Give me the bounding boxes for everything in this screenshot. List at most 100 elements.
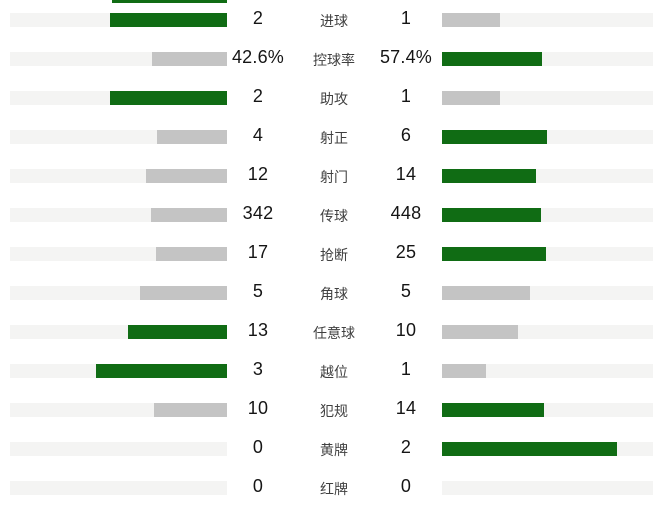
left-stat-bar [154,402,227,417]
right-bar-track [442,324,653,339]
right-stat-bar [442,51,543,66]
stat-row: 12 射门 14 [0,156,660,195]
left-stat-bar [128,324,227,339]
right-stat-bar [442,207,542,222]
right-value: 448 [390,203,422,223]
right-bar-track [442,363,653,378]
stat-row: 4 射正 6 [0,117,660,156]
left-value: 12 [247,164,269,184]
stat-label: 红牌 [320,481,348,497]
left-value: 13 [247,320,269,340]
right-stat-bar [442,129,547,144]
stat-row: 13 任意球 10 [0,312,660,351]
right-value: 14 [395,164,417,184]
left-bar-track [10,285,227,300]
left-value: 5 [252,281,264,301]
stat-row: 0 红牌 0 [0,468,660,505]
right-bar-track [442,285,653,300]
right-bar-track [442,441,653,456]
stat-row: 42.6% 控球率 57.4% [0,39,660,78]
right-value: 5 [400,281,412,301]
left-bar-track [10,51,227,66]
left-stat-bar [152,51,227,66]
right-stat-bar [442,402,545,417]
left-stat-bar [95,363,227,378]
stat-row: 17 抢断 25 [0,234,660,273]
left-stat-bar [110,12,227,27]
right-value: 14 [395,398,417,418]
right-stat-bar [442,12,501,27]
left-stat-bar [110,90,227,105]
left-bar-track [10,441,227,456]
stat-label: 进球 [320,13,348,29]
right-value: 1 [400,86,412,106]
left-value: 0 [252,476,264,496]
left-stat-bar [157,129,227,144]
left-bar-track [10,207,227,222]
stat-label: 任意球 [313,325,355,341]
left-bar-track [10,480,227,495]
stat-label: 黄牌 [320,442,348,458]
left-bar-track [10,129,227,144]
right-value: 25 [395,242,417,262]
stat-label: 助攻 [320,91,348,107]
right-bar-track [442,129,653,144]
stat-row: 0 黄牌 2 [0,429,660,468]
cropped-partial-bar [112,0,227,3]
stat-row: 342 传球 448 [0,195,660,234]
left-stat-bar [156,246,227,261]
right-value: 10 [395,320,417,340]
right-stat-bar [442,168,537,183]
right-bar-track [442,480,653,495]
left-value: 3 [252,359,264,379]
left-value: 2 [252,86,264,106]
stat-label: 角球 [320,286,348,302]
left-value: 2 [252,8,264,28]
left-stat-bar [139,285,227,300]
right-stat-bar [442,363,486,378]
left-value: 342 [242,203,274,223]
left-bar-track [10,402,227,417]
left-bar-track [10,12,227,27]
left-bar-track [10,90,227,105]
right-bar-track [442,402,653,417]
left-bar-track [10,168,227,183]
stat-label: 越位 [320,364,348,380]
right-value: 57.4% [379,47,433,67]
stat-row: 2 助攻 1 [0,78,660,117]
stat-label: 射门 [320,169,348,185]
left-value: 0 [252,437,264,457]
stat-row: 10 犯规 14 [0,390,660,429]
right-value: 1 [400,8,412,28]
stat-label: 控球率 [313,52,355,68]
right-bar-track [442,168,653,183]
right-value: 6 [400,125,412,145]
left-stat-bar [146,168,227,183]
left-value: 10 [247,398,269,418]
left-bar-track [10,324,227,339]
right-bar-track [442,51,653,66]
stat-label: 射正 [320,130,348,146]
left-stat-bar [151,207,227,222]
right-stat-bar [442,324,519,339]
right-stat-bar [442,246,547,261]
left-value: 4 [252,125,264,145]
right-stat-bar [442,90,501,105]
right-bar-track [442,90,653,105]
stat-row: 5 角球 5 [0,273,660,312]
stat-row: 3 越位 1 [0,351,660,390]
stat-label: 犯规 [320,403,348,419]
stat-label: 抢断 [320,247,348,263]
left-bar-track [10,363,227,378]
right-bar-track [442,12,653,27]
left-value: 17 [247,242,269,262]
stat-label: 传球 [320,208,348,224]
right-bar-track [442,207,653,222]
left-value: 42.6% [231,47,285,67]
right-value: 2 [400,437,412,457]
left-bar-track [10,246,227,261]
right-value: 1 [400,359,412,379]
right-bar-track [442,246,653,261]
right-stat-bar [442,285,530,300]
